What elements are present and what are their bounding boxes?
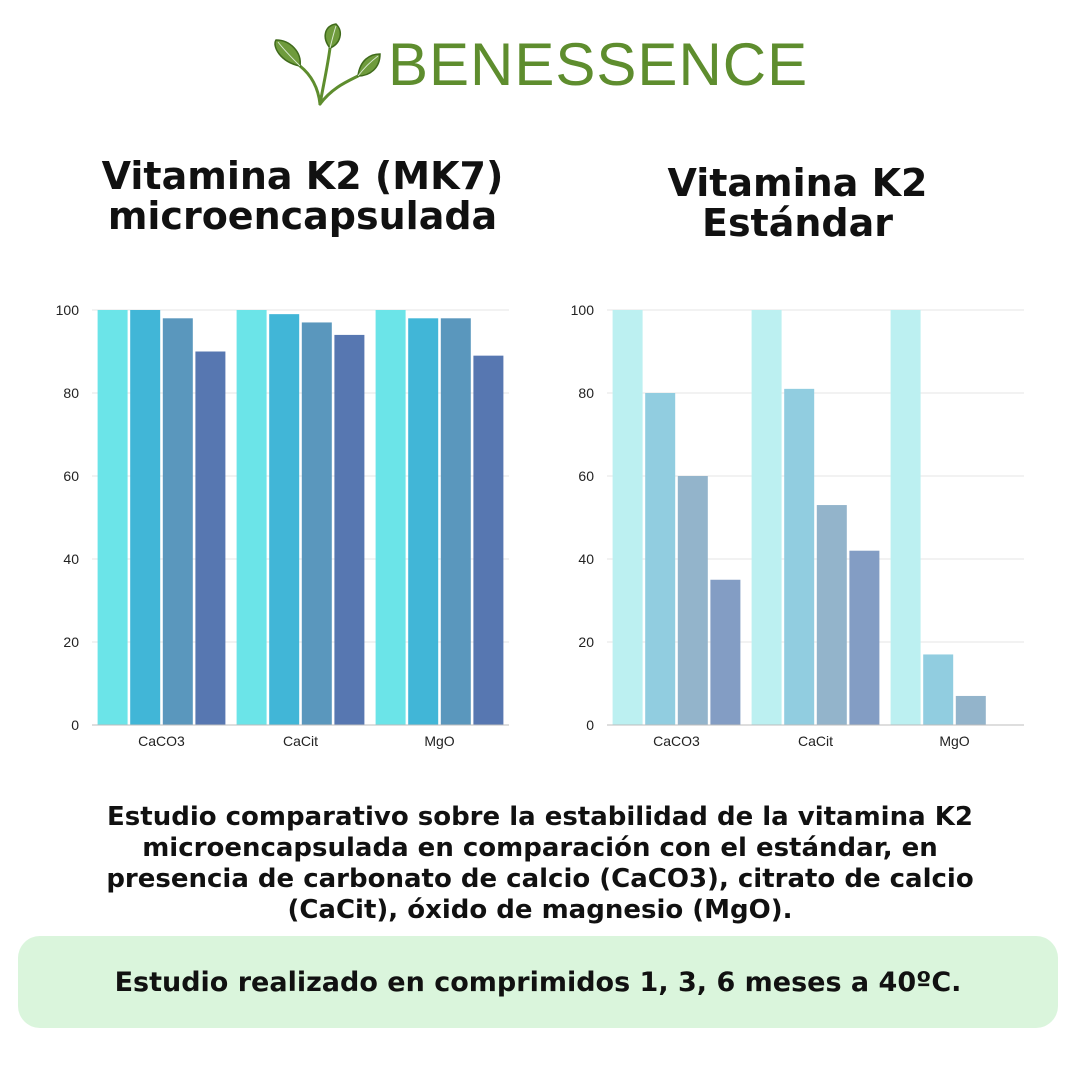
y-tick-label: 40 bbox=[578, 551, 594, 567]
y-tick-label: 60 bbox=[63, 468, 79, 484]
y-tick-label: 0 bbox=[586, 717, 594, 733]
x-tick-label: CaCit bbox=[798, 733, 833, 749]
bar-caco3-series-3 bbox=[162, 318, 193, 725]
bar-cacit-series-4 bbox=[849, 550, 880, 725]
y-tick-label: 100 bbox=[56, 302, 80, 318]
bar-cacit-series-2 bbox=[269, 314, 300, 725]
bar-caco3-series-1 bbox=[612, 310, 643, 725]
x-tick-label: CaCO3 bbox=[138, 733, 185, 749]
chart-title-line: microencapsulada bbox=[107, 194, 498, 238]
chart-title-line: Vitamina K2 (MK7) bbox=[101, 154, 504, 198]
x-tick-label: CaCit bbox=[283, 733, 318, 749]
x-tick-label: MgO bbox=[939, 733, 969, 749]
chart-title-estandar: Vitamina K2 Estándar bbox=[560, 163, 1035, 243]
chart-title-line: Estándar bbox=[701, 201, 894, 245]
bar-caco3-series-2 bbox=[645, 393, 676, 725]
chart-title-line: Vitamina K2 bbox=[667, 161, 928, 205]
bar-cacit-series-1 bbox=[236, 310, 267, 725]
bar-mgo-series-1 bbox=[375, 310, 406, 725]
y-tick-label: 40 bbox=[63, 551, 79, 567]
bar-mgo-series-2 bbox=[923, 654, 954, 725]
bar-chart-microencapsulada: 0 20 40 60 80 100 CaCO3 CaCit MgO bbox=[56, 302, 509, 749]
study-description: Estudio comparativo sobre la estabilidad… bbox=[40, 802, 1040, 926]
bar-mgo-series-2 bbox=[408, 318, 439, 725]
bar-mgo-series-4 bbox=[473, 355, 504, 725]
description-line: microencapsulada en comparación con el e… bbox=[142, 833, 938, 863]
y-tick-label: 80 bbox=[63, 385, 79, 401]
brand-header: BENESSENCE bbox=[270, 22, 808, 106]
bar-cacit-series-1 bbox=[751, 310, 782, 725]
bar-chart-estandar: 0 20 40 60 80 100 CaCO3 CaCit MgO bbox=[571, 302, 1024, 749]
leaves-icon bbox=[274, 23, 381, 106]
bar-cacit-series-3 bbox=[301, 322, 332, 725]
description-line: presencia de carbonato de calcio (CaCO3)… bbox=[106, 864, 974, 894]
bar-mgo-series-1 bbox=[890, 310, 921, 725]
bar-caco3-series-4 bbox=[710, 579, 741, 725]
y-tick-label: 60 bbox=[578, 468, 594, 484]
bar-mgo-series-3 bbox=[440, 318, 471, 725]
y-tick-label: 20 bbox=[578, 634, 594, 650]
chart-title-microencapsulada: Vitamina K2 (MK7) microencapsulada bbox=[30, 156, 575, 236]
y-tick-label: 100 bbox=[571, 302, 595, 318]
bar-caco3-series-4 bbox=[195, 351, 226, 725]
description-line: (CaCit), óxido de magnesio (MgO). bbox=[287, 895, 793, 925]
x-tick-label: CaCO3 bbox=[653, 733, 700, 749]
study-note-box: Estudio realizado en comprimidos 1, 3, 6… bbox=[18, 936, 1058, 1028]
bar-caco3-series-1 bbox=[97, 310, 128, 725]
x-tick-label: MgO bbox=[424, 733, 454, 749]
bar-mgo-series-3 bbox=[955, 695, 986, 725]
bar-cacit-series-2 bbox=[784, 388, 815, 725]
y-tick-label: 80 bbox=[578, 385, 594, 401]
y-tick-label: 20 bbox=[63, 634, 79, 650]
bar-caco3-series-3 bbox=[677, 476, 708, 725]
bar-cacit-series-3 bbox=[816, 505, 847, 725]
brand-name: BENESSENCE bbox=[388, 30, 809, 98]
y-tick-label: 0 bbox=[71, 717, 79, 733]
study-note: Estudio realizado en comprimidos 1, 3, 6… bbox=[114, 966, 962, 998]
bar-caco3-series-2 bbox=[130, 310, 161, 725]
bar-cacit-series-4 bbox=[334, 334, 365, 725]
description-line: Estudio comparativo sobre la estabilidad… bbox=[107, 802, 973, 832]
